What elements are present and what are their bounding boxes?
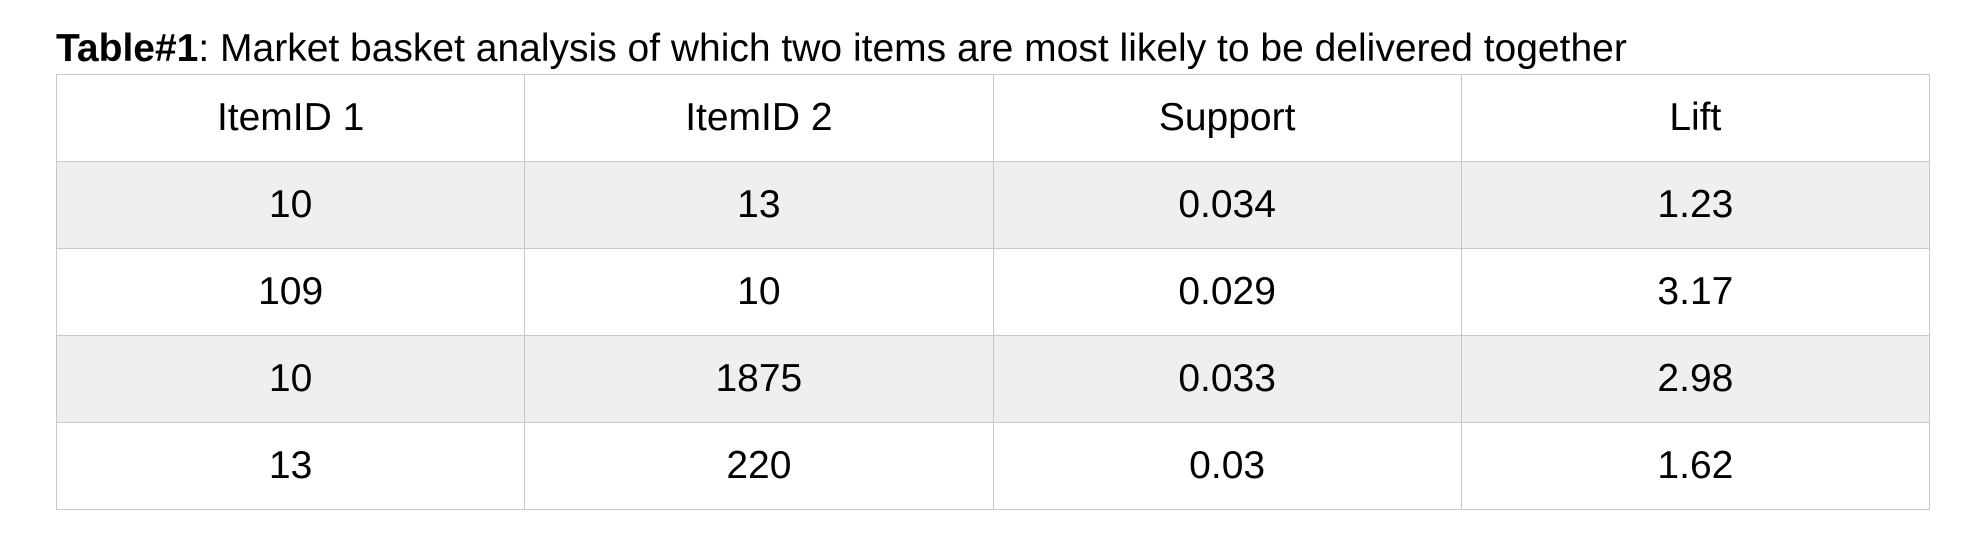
- column-header-itemid-2: ItemID 2: [524, 74, 994, 162]
- cell-lift: 3.17: [1460, 248, 1931, 336]
- cell-itemid-2: 1875: [524, 335, 994, 423]
- column-header-lift: Lift: [1460, 74, 1931, 162]
- cell-support: 0.034: [992, 161, 1462, 249]
- column-header-support: Support: [992, 74, 1462, 162]
- caption-text: : Market basket analysis of which two it…: [198, 27, 1627, 70]
- cell-support: 0.03: [992, 422, 1462, 510]
- cell-support: 0.029: [992, 248, 1462, 336]
- cell-support: 0.033: [992, 335, 1462, 423]
- cell-lift: 1.62: [1460, 422, 1931, 510]
- table-row: 109 10 0.029 3.17: [55, 248, 1931, 336]
- cell-itemid-2: 220: [524, 422, 994, 510]
- column-header-itemid-1: ItemID 1: [55, 74, 526, 162]
- table-row: 10 1875 0.033 2.98: [55, 335, 1931, 423]
- cell-itemid-2: 13: [524, 161, 994, 249]
- table-row: 10 13 0.034 1.23: [55, 161, 1931, 249]
- table-row: 13 220 0.03 1.62: [55, 422, 1931, 510]
- cell-itemid-1: 10: [55, 335, 526, 423]
- cell-itemid-1: 13: [55, 422, 526, 510]
- cell-lift: 2.98: [1460, 335, 1931, 423]
- caption-label: Table#1: [56, 27, 199, 70]
- table-caption: Table#1: Market basket analysis of which…: [56, 24, 1627, 74]
- cell-itemid-2: 10: [524, 248, 994, 336]
- cell-itemid-1: 10: [55, 161, 526, 249]
- cell-itemid-1: 109: [55, 248, 526, 336]
- market-basket-table: ItemID 1 ItemID 2 Support Lift 10 13 0.0…: [55, 74, 1931, 510]
- cell-lift: 1.23: [1460, 161, 1931, 249]
- table-header-row: ItemID 1 ItemID 2 Support Lift: [55, 74, 1931, 162]
